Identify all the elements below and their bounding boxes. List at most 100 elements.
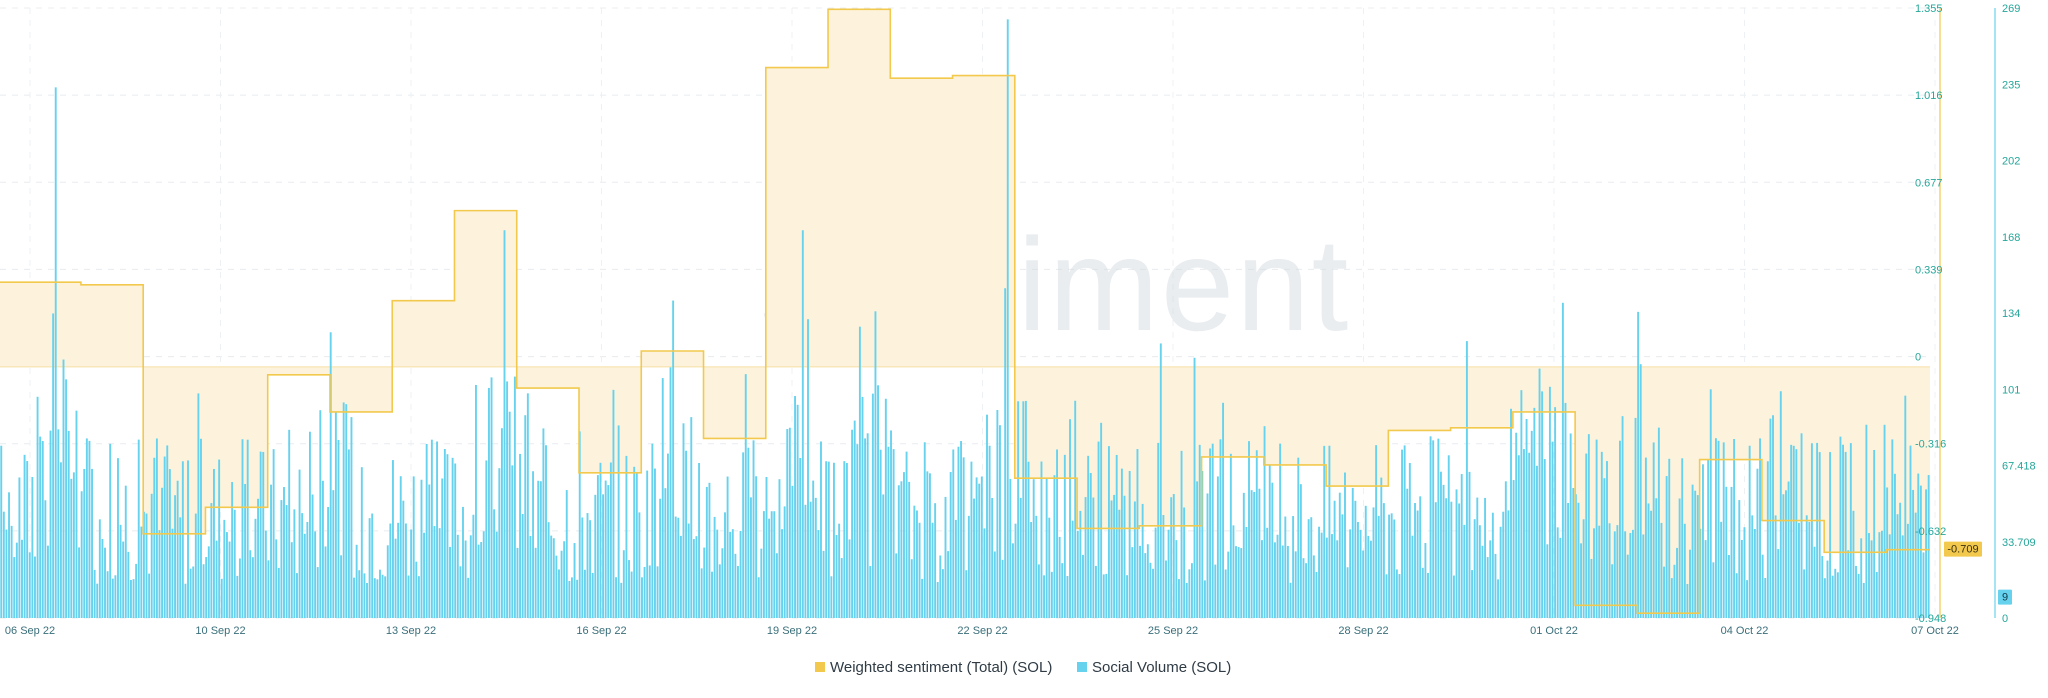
volume-bar: [161, 487, 164, 618]
volume-bar: [1107, 446, 1110, 618]
volume-bars: [0, 19, 1930, 619]
volume-bar: [1084, 497, 1087, 618]
volume-bar: [1478, 525, 1481, 618]
volume-bar: [0, 445, 3, 618]
volume-bar: [1691, 484, 1694, 618]
volume-bar: [257, 498, 260, 618]
volume-bar: [1429, 436, 1432, 618]
volume-bar: [845, 462, 848, 618]
volume-bar: [104, 547, 106, 618]
volume-bar: [1289, 582, 1292, 618]
volume-bar: [1600, 451, 1603, 618]
volume-bar: [433, 526, 436, 618]
volume-bar: [1349, 529, 1352, 618]
volume-bar: [181, 461, 184, 618]
volume-bar: [734, 553, 737, 618]
volume-bar: [879, 449, 882, 618]
volume-bar: [887, 446, 890, 618]
volume-bar: [1382, 503, 1385, 618]
volume-bar: [659, 498, 662, 618]
volume-bar: [1631, 529, 1634, 618]
volume-bar: [633, 466, 636, 618]
volume-bar: [1606, 461, 1608, 618]
volume-bar: [604, 480, 607, 618]
volume-bar: [1766, 461, 1769, 618]
volume-bar: [1580, 543, 1582, 618]
volume-bar: [192, 566, 195, 618]
volume-bar: [8, 492, 10, 618]
volume-bar: [1414, 503, 1416, 618]
legend-label-volume[interactable]: Social Volume (SOL): [1092, 659, 1231, 676]
volume-bar: [381, 574, 384, 618]
volume-bar: [283, 487, 285, 618]
volume-bar: [1694, 490, 1697, 618]
volume-axis-tick: 33.709: [2002, 537, 2036, 549]
volume-bar: [731, 529, 734, 618]
volume-bar: [729, 531, 732, 618]
volume-bar: [285, 505, 288, 618]
volume-bar: [1626, 554, 1629, 618]
volume-bar: [542, 428, 545, 618]
volume-bar: [1279, 443, 1282, 618]
volume-bar: [786, 429, 789, 618]
volume-bar: [884, 398, 887, 618]
volume-bar: [210, 503, 213, 618]
volume-bar: [1009, 478, 1012, 618]
volume-bar: [1543, 459, 1546, 618]
volume-bar: [775, 553, 778, 618]
volume-bar: [430, 439, 433, 618]
volume-bar: [340, 555, 343, 618]
legend-label-sentiment[interactable]: Weighted sentiment (Total) (SOL): [830, 659, 1052, 676]
volume-bar: [848, 539, 851, 618]
volume-bar: [1567, 502, 1570, 618]
volume-bar: [1346, 567, 1349, 618]
volume-bar: [926, 471, 929, 618]
volume-bar: [366, 582, 368, 618]
volume-bar: [1286, 545, 1289, 618]
legend-swatch-volume: [1077, 662, 1087, 672]
volume-bar: [1045, 478, 1048, 618]
volume-bar: [109, 443, 112, 618]
volume-bar: [1720, 521, 1723, 618]
volume-bar: [521, 513, 524, 618]
volume-bar: [1424, 543, 1427, 618]
volume-bar: [708, 482, 711, 618]
volume-bar: [516, 547, 519, 618]
volume-bar: [1774, 515, 1777, 618]
sentiment-line: [0, 8, 1930, 615]
volume-bar: [1686, 583, 1689, 618]
volume-bar: [1507, 510, 1510, 618]
legend: Weighted sentiment (Total) (SOL) Social …: [815, 659, 1231, 676]
volume-bar: [124, 485, 127, 618]
volume-bar: [1102, 574, 1105, 618]
volume-bar: [179, 517, 182, 618]
volume-bar: [975, 477, 978, 618]
volume-bar: [1359, 529, 1362, 618]
volume-bar: [65, 379, 68, 618]
volume-bar: [1738, 500, 1741, 618]
volume-bar: [646, 470, 649, 618]
volume-bar: [119, 524, 122, 618]
volume-bar: [1787, 481, 1790, 618]
volume-bar: [1320, 532, 1323, 618]
volume-bar: [1299, 484, 1302, 618]
volume-bar: [980, 476, 983, 618]
volume-bar: [563, 541, 566, 618]
volume-bar: [1074, 400, 1077, 618]
volume-bar: [93, 569, 96, 618]
volume-bar: [537, 480, 540, 618]
volume-bar: [345, 404, 348, 618]
volume-bar: [46, 545, 49, 618]
volume-bar: [1683, 523, 1686, 618]
volume-bar: [1364, 505, 1367, 618]
volume-bar: [1647, 503, 1650, 618]
volume-bar: [1032, 479, 1035, 618]
volume-bar: [609, 462, 612, 618]
volume-bar: [1419, 496, 1422, 618]
volume-bar: [654, 468, 656, 618]
volume-bar: [757, 577, 760, 618]
volume-bar: [85, 438, 88, 618]
volume-bar: [583, 569, 586, 618]
volume-bar: [347, 449, 350, 618]
volume-bar: [197, 393, 200, 618]
